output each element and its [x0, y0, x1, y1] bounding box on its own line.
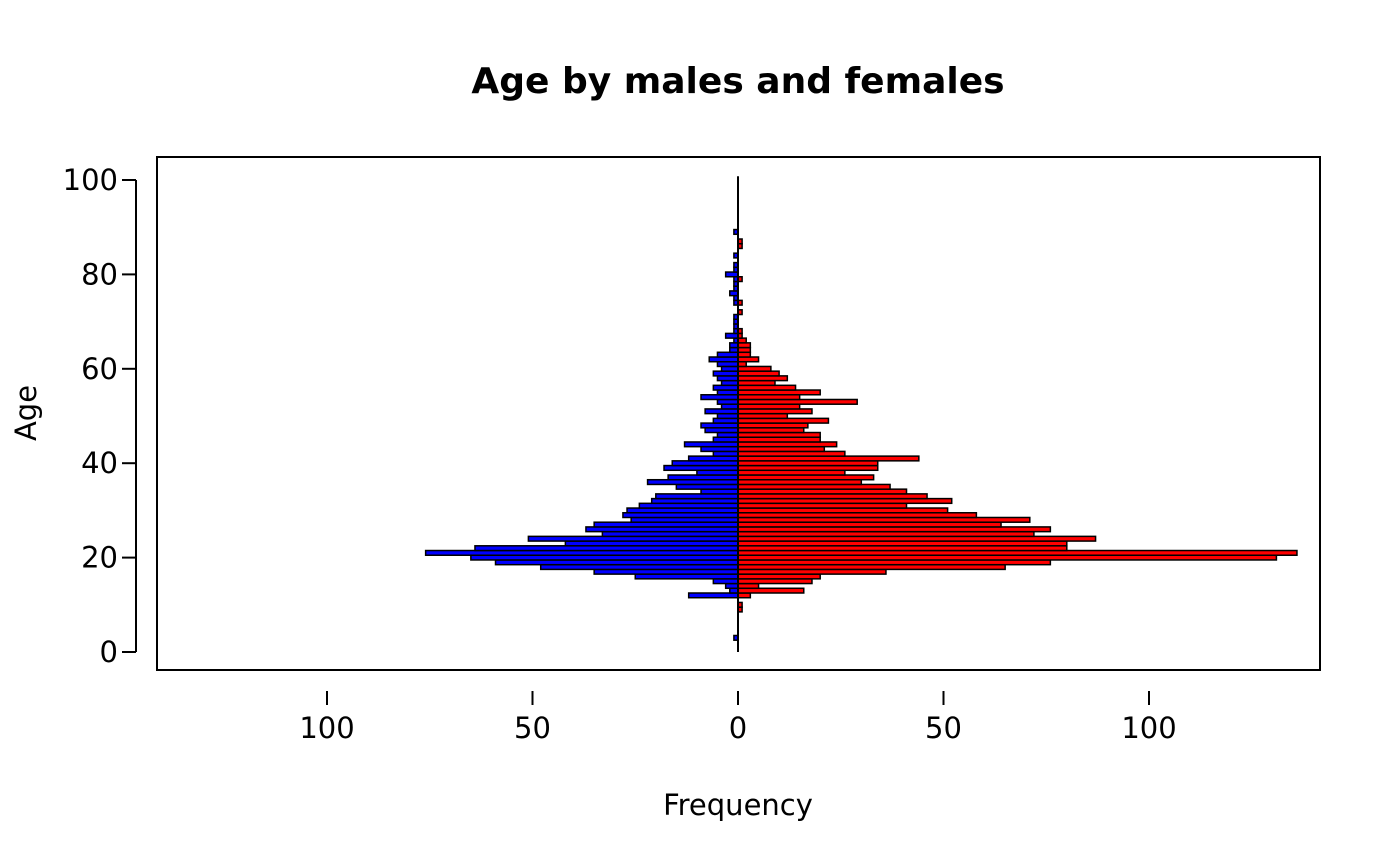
chart-title: Age by males and females [471, 61, 1004, 102]
y-tick-label: 80 [81, 257, 118, 291]
x-tick-label: 100 [1121, 711, 1176, 745]
female-bars-group [737, 238, 1298, 613]
x-axis-label: Frequency [663, 788, 813, 822]
y-tick-label: 40 [81, 446, 118, 480]
plot-frame [156, 156, 1321, 671]
y-tick-label: 20 [81, 541, 118, 575]
y-axis-label: Age [9, 385, 43, 441]
male-bars-group [424, 228, 739, 641]
y-tick-label: 100 [63, 163, 118, 197]
x-tick-label: 0 [729, 711, 747, 745]
x-tick-label: 50 [925, 711, 962, 745]
x-tick-label: 100 [299, 711, 354, 745]
x-tick-label: 50 [514, 711, 551, 745]
x-axis: 100 50 0 50 100 [299, 691, 1177, 745]
y-axis: 0 20 40 60 80 100 [63, 163, 137, 669]
y-tick-label: 60 [81, 352, 118, 386]
y-tick-label: 0 [100, 635, 118, 669]
